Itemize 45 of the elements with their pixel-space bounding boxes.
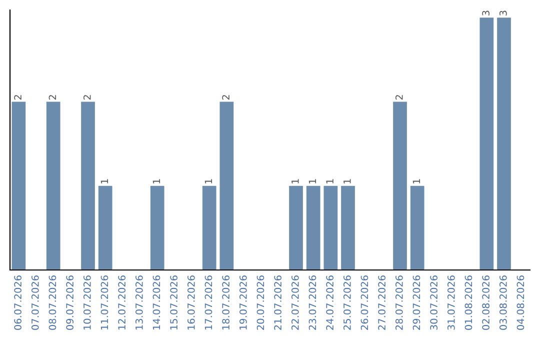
- x-tick-label: 24.07.2026: [326, 275, 334, 330]
- x-tick-label: 12.07.2026: [118, 275, 126, 330]
- x-tick-label: 11.07.2026: [100, 275, 108, 330]
- x-tick-label: 10.07.2026: [83, 275, 91, 330]
- x-tick-label: 01.08.2026: [464, 275, 472, 330]
- data-label: 1: [326, 179, 334, 184]
- x-tick-label: 31.07.2026: [447, 275, 455, 330]
- x-tick-label: 14.07.2026: [152, 275, 160, 330]
- x-tick-label: 13.07.2026: [135, 275, 143, 330]
- x-tick-label: 27.07.2026: [378, 275, 386, 330]
- x-tick-label: 18.07.2026: [222, 275, 230, 330]
- x-tick-label: 02.08.2026: [482, 275, 490, 330]
- data-label: 1: [412, 179, 420, 184]
- x-tick-label: 30.07.2026: [430, 275, 438, 330]
- data-label: 1: [308, 179, 316, 184]
- data-label: 1: [204, 179, 212, 184]
- x-tick-label: 06.07.2026: [14, 275, 22, 330]
- x-tick-label: 04.08.2026: [516, 275, 524, 330]
- data-label: 1: [292, 179, 299, 184]
- x-tick-label: 26.07.2026: [360, 275, 368, 330]
- x-tick-label: 03.08.2026: [499, 275, 507, 330]
- data-label: 2: [48, 95, 56, 100]
- x-tick-label: 21.07.2026: [274, 275, 282, 330]
- data-label: 2: [83, 95, 91, 100]
- x-tick-label: 16.07.2026: [187, 275, 195, 330]
- x-tick-label: 17.07.2026: [204, 275, 212, 330]
- x-tick-label: 25.07.2026: [343, 275, 351, 330]
- data-label: 3: [482, 10, 490, 16]
- x-tick-label: 23.07.2026: [308, 275, 316, 330]
- data-label: 1: [100, 179, 108, 184]
- x-tick-label: 19.07.2026: [239, 275, 247, 330]
- data-label: 2: [14, 95, 22, 100]
- data-label: 2: [222, 95, 230, 100]
- x-tick-label: 28.07.2026: [395, 275, 403, 330]
- x-tick-label: 29.07.2026: [412, 275, 420, 330]
- data-label: 1: [344, 179, 351, 184]
- x-tick-label: 20.07.2026: [256, 275, 264, 330]
- data-label: 1: [152, 179, 160, 184]
- x-tick-label: 08.07.2026: [48, 275, 56, 330]
- data-label: 2: [395, 95, 403, 100]
- data-label: 3: [499, 10, 507, 16]
- x-tick-label: 15.07.2026: [170, 275, 178, 330]
- x-tick-label: 07.07.2026: [31, 275, 39, 330]
- x-tick-label: 22.07.2026: [291, 275, 299, 330]
- x-tick-label: 09.07.2026: [66, 275, 74, 330]
